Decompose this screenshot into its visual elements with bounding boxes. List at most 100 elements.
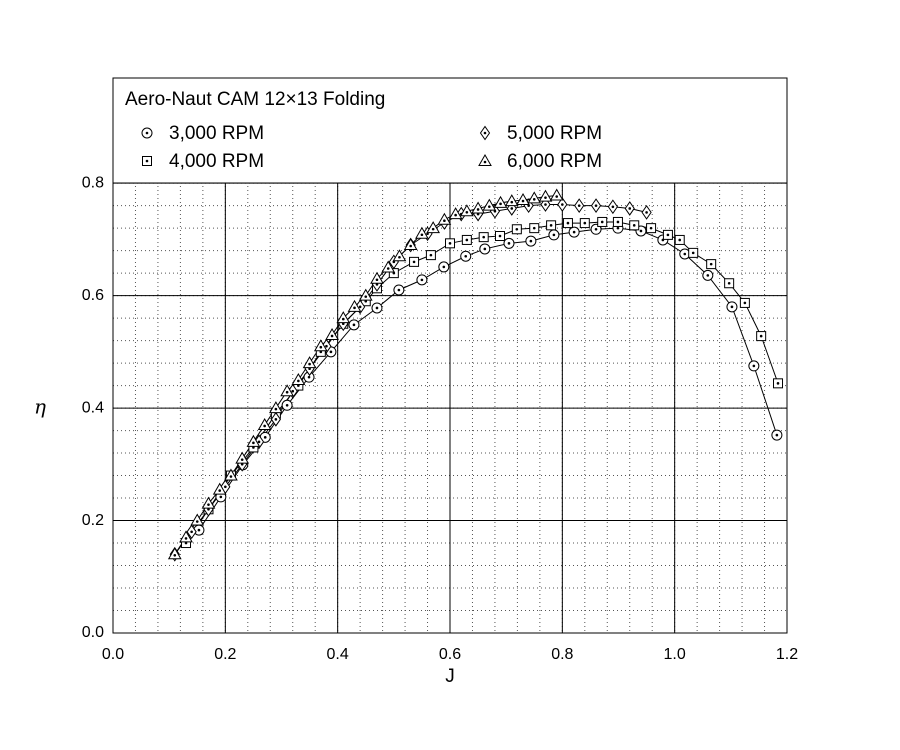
plot-frame (112, 77, 788, 634)
marker-dot (263, 424, 266, 428)
marker-dot (465, 238, 469, 242)
marker (403, 237, 418, 251)
y-tick-label: 0.8 (82, 174, 104, 191)
marker-dot (572, 230, 576, 234)
marker (773, 378, 784, 389)
marker (212, 482, 227, 495)
marker-dot (498, 234, 502, 238)
marker-dot (145, 159, 149, 163)
x-tick-label: 1.2 (776, 646, 798, 663)
marker-dot (364, 295, 368, 298)
x-tick-label: 0.4 (327, 646, 349, 663)
marker-dot (341, 317, 345, 321)
marker (291, 372, 306, 385)
marker (562, 218, 573, 229)
marker-dot (549, 224, 553, 227)
marker-dot (431, 227, 435, 231)
marker-shape (167, 547, 182, 560)
marker-dot (775, 433, 779, 437)
marker (771, 429, 783, 441)
marker-dot (759, 334, 763, 338)
marker-dot (499, 202, 502, 206)
marker (325, 327, 339, 340)
marker-dot (319, 345, 323, 349)
marker (438, 261, 450, 273)
marker (246, 434, 261, 447)
marker-dot (375, 278, 379, 282)
marker (557, 197, 568, 212)
y-tick-label: 0.6 (82, 287, 104, 304)
marker-dot (443, 219, 446, 223)
marker (426, 221, 441, 234)
marker-dot (600, 220, 604, 224)
legend-box (112, 77, 788, 184)
x-tick-label: 0.2 (214, 646, 236, 663)
marker-dot (616, 226, 620, 230)
marker-dot (510, 200, 514, 204)
marker-dot (207, 503, 210, 506)
legend-label: 3,000 RPM (169, 123, 264, 144)
x-tick-label: 1.0 (664, 646, 686, 663)
marker-dot (683, 252, 687, 256)
marker-dot (483, 131, 487, 135)
legend-label: 6,000 RPM (507, 151, 602, 172)
marker (358, 288, 373, 301)
marker (336, 311, 351, 324)
marker (529, 223, 540, 234)
marker-shape (459, 204, 474, 217)
marker-dot (173, 553, 177, 557)
marker-dot (398, 255, 401, 259)
marker (179, 530, 193, 543)
marker-dot (507, 242, 511, 245)
marker (409, 256, 420, 267)
marker-dot (145, 131, 149, 135)
marker-dot (521, 199, 525, 203)
x-tick-label: 0.6 (439, 646, 461, 663)
marker-shape (325, 327, 339, 340)
marker (448, 207, 463, 220)
marker-shape (478, 153, 492, 166)
marker (674, 234, 685, 245)
marker-dot (555, 195, 559, 198)
marker (416, 274, 428, 286)
marker (724, 278, 735, 289)
marker-shape (471, 201, 485, 214)
marker-dot (552, 233, 556, 237)
marker-dot (639, 229, 643, 233)
marker (445, 238, 455, 249)
marker-shape (493, 195, 508, 208)
marker-dot (776, 382, 780, 385)
marker (748, 360, 760, 372)
marker (141, 127, 153, 139)
y-tick-label: 0.4 (82, 399, 104, 416)
marker-dot (307, 375, 311, 379)
marker-dot (752, 364, 756, 368)
y-tick-label: 0.2 (82, 512, 104, 529)
marker (190, 513, 205, 526)
marker (739, 297, 750, 308)
marker-dot (190, 530, 193, 534)
marker-shape (549, 188, 564, 201)
marker-dot (483, 160, 487, 164)
marker (142, 156, 152, 166)
marker-shape (437, 212, 452, 225)
marker-dot (727, 281, 731, 285)
marker-dot (412, 260, 416, 264)
marker-dot (454, 213, 457, 217)
marker (612, 216, 623, 227)
marker (503, 237, 515, 249)
marker-dot (515, 227, 519, 231)
marker (511, 224, 522, 235)
marker (471, 201, 485, 214)
marker (525, 235, 537, 247)
marker-dot (583, 221, 587, 225)
marker-dot (386, 267, 390, 270)
marker-dot (420, 233, 424, 237)
marker (726, 301, 738, 313)
marker (167, 547, 182, 560)
marker (425, 250, 436, 261)
marker-dot (532, 226, 536, 230)
marker-dot (197, 528, 201, 532)
marker-shape (313, 339, 328, 352)
marker (381, 260, 396, 273)
